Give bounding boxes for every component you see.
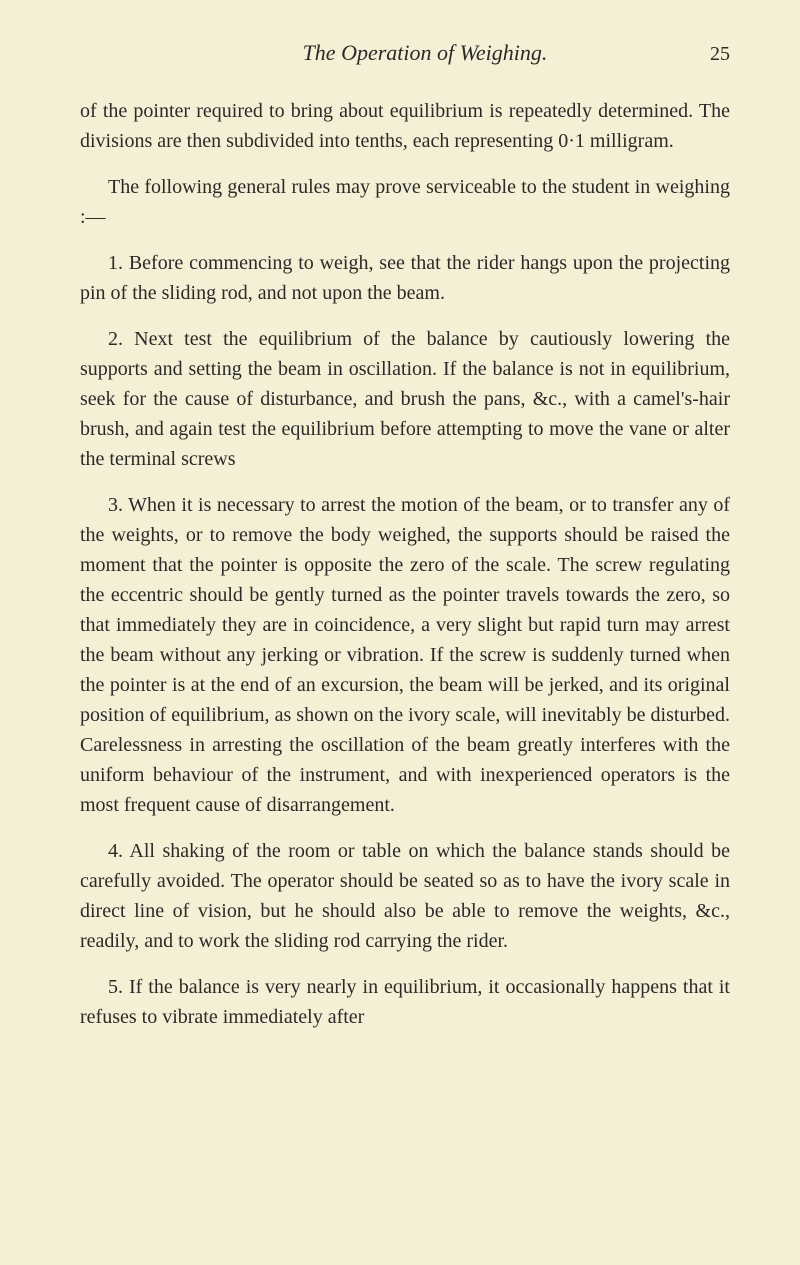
page-number: 25 — [710, 43, 730, 66]
page-content: The Operation of Weighing. 25 of the poi… — [0, 0, 800, 1098]
paragraph-6: 4. All shaking of the room or table on w… — [80, 836, 730, 956]
paragraph-5: 3. When it is necessary to arrest the mo… — [80, 490, 730, 820]
paragraph-3: 1. Before commencing to weigh, see that … — [80, 248, 730, 308]
paragraph-7: 5. If the balance is very nearly in equi… — [80, 972, 730, 1032]
paragraph-2: The following general rules may prove se… — [80, 172, 730, 232]
paragraph-1: of the pointer required to bring about e… — [80, 96, 730, 156]
header-title: The Operation of Weighing. — [140, 40, 710, 66]
paragraph-4: 2. Next test the equilibrium of the bala… — [80, 324, 730, 474]
page-header: The Operation of Weighing. 25 — [80, 40, 730, 66]
